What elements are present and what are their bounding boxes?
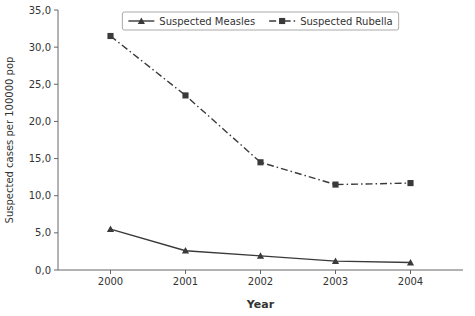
x-tick-label: 2000	[98, 276, 123, 287]
point	[182, 92, 188, 98]
y-tick	[54, 158, 58, 159]
point	[332, 257, 339, 263]
x-tick	[110, 270, 111, 274]
y-tick	[54, 84, 58, 85]
point	[107, 33, 113, 39]
x-tick-label: 2001	[173, 276, 198, 287]
y-tick-label: 0,0	[35, 265, 51, 276]
legend-marker	[279, 18, 285, 24]
legend: Suspected Measles Suspected Rubella	[122, 12, 398, 30]
series-line	[111, 229, 411, 262]
x-tick	[260, 270, 261, 274]
point	[107, 226, 114, 232]
y-axis-line	[58, 10, 59, 270]
legend-label: Suspected Measles	[159, 16, 255, 27]
y-tick	[54, 121, 58, 122]
y-tick	[54, 232, 58, 233]
legend-box	[122, 12, 398, 30]
y-tick	[54, 270, 58, 271]
legend-label: Suspected Rubella	[300, 16, 393, 27]
point	[407, 180, 413, 186]
legend-item: Suspected Measles	[128, 16, 255, 27]
y-tick-label: 15,0	[29, 153, 51, 164]
series-line	[111, 36, 411, 185]
x-tick	[335, 270, 336, 274]
x-tick-label: 2002	[248, 276, 273, 287]
x-axis-label: Year	[246, 298, 275, 311]
y-tick-label: 35,0	[29, 5, 51, 16]
y-tick-label: 10,0	[29, 190, 51, 201]
y-tick	[54, 47, 58, 48]
point	[257, 159, 263, 165]
plot-area	[107, 33, 414, 266]
legend-item: Suspected Rubella	[269, 16, 393, 27]
x-tick-label: 2004	[398, 276, 423, 287]
point	[407, 259, 414, 265]
x-tick-label: 2003	[323, 276, 348, 287]
y-tick	[54, 195, 58, 196]
y-tick-label: 20,0	[29, 116, 51, 127]
y-tick	[54, 10, 58, 11]
y-tick-label: 5,0	[35, 227, 51, 238]
chart: 0,0 5,0 10,0 15,0 20,0 25,0 30,0 35,0 2000 2001 20…	[0, 0, 475, 316]
x-tick	[185, 270, 186, 274]
point	[332, 182, 338, 188]
legend-marker	[138, 17, 145, 23]
point	[182, 247, 189, 253]
y-tick-label: 25,0	[29, 79, 51, 90]
point	[257, 252, 264, 258]
y-tick-label: 30,0	[29, 42, 51, 53]
y-axis-label: Suspected cases per 100000 pop	[4, 57, 15, 224]
x-tick	[410, 270, 411, 274]
